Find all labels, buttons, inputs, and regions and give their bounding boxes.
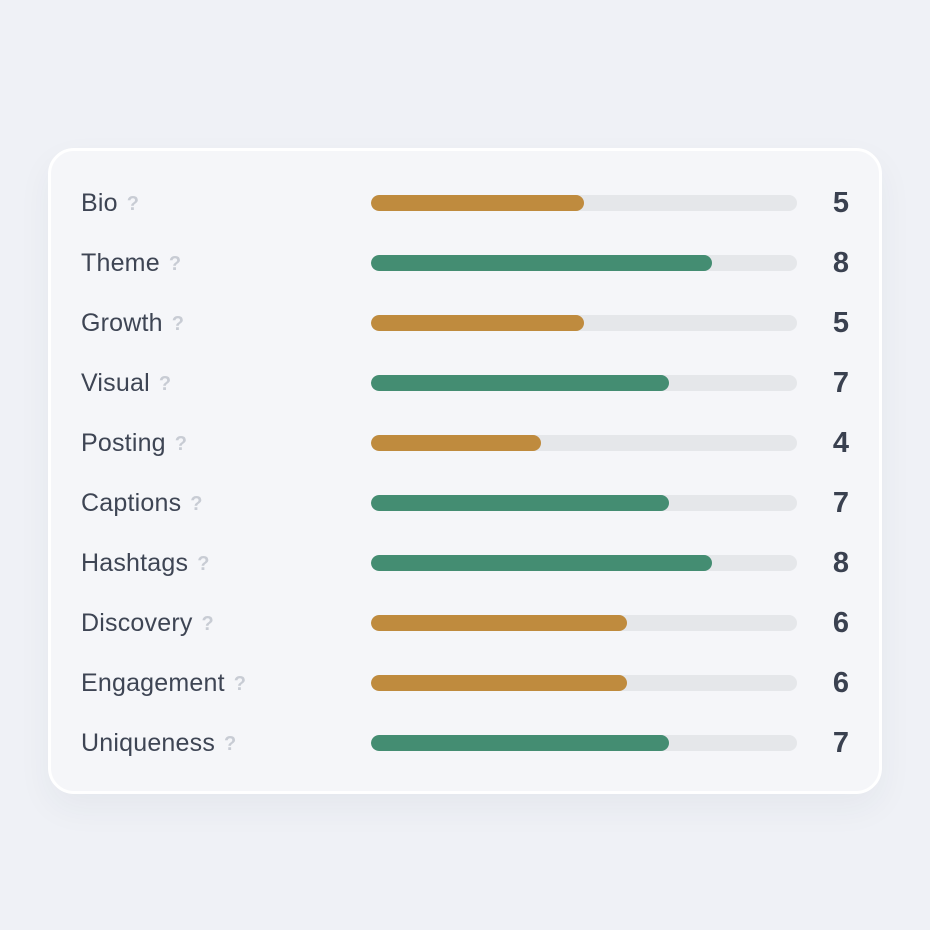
metric-label-cell: Discovery ? bbox=[81, 609, 371, 638]
score-bar-fill bbox=[371, 315, 584, 331]
metric-label: Hashtags bbox=[81, 548, 189, 577]
metric-label: Discovery bbox=[81, 608, 193, 637]
metric-row: Engagement ? 6 bbox=[81, 653, 849, 713]
score-bar-fill bbox=[371, 555, 712, 571]
metric-score: 6 bbox=[832, 666, 849, 699]
metric-row: Hashtags ? 8 bbox=[81, 533, 849, 593]
metric-label: Posting bbox=[81, 428, 166, 457]
metric-row: Uniqueness ? 7 bbox=[81, 713, 849, 773]
score-bar-track bbox=[371, 675, 797, 691]
help-icon[interactable]: ? bbox=[197, 553, 210, 575]
score-bar-fill bbox=[371, 615, 627, 631]
metric-label-cell: Captions ? bbox=[81, 489, 371, 518]
score-bar-track bbox=[371, 555, 797, 571]
metric-label: Uniqueness bbox=[81, 728, 216, 757]
metric-label: Captions bbox=[81, 488, 182, 517]
score-bar-track bbox=[371, 315, 797, 331]
metric-label-cell: Theme ? bbox=[81, 249, 371, 278]
metric-row: Discovery ? 6 bbox=[81, 593, 849, 653]
metric-label-cell: Bio ? bbox=[81, 189, 371, 218]
help-icon[interactable]: ? bbox=[158, 373, 172, 395]
metric-row: Growth ? 5 bbox=[81, 293, 849, 353]
metric-label-cell: Posting ? bbox=[81, 429, 371, 458]
score-bar-track bbox=[371, 495, 797, 511]
score-bar-fill bbox=[371, 735, 670, 751]
help-icon[interactable]: ? bbox=[201, 613, 214, 635]
score-card: Bio ? 5 Theme ? 8 bbox=[48, 148, 882, 794]
metric-label-cell: Hashtags ? bbox=[81, 549, 371, 578]
score-bar-track bbox=[371, 255, 797, 271]
metric-row: Theme ? 8 bbox=[81, 233, 849, 293]
metric-label: Growth bbox=[81, 308, 163, 337]
metric-score: 8 bbox=[832, 246, 849, 279]
metric-row: Visual ? 7 bbox=[81, 353, 849, 413]
metric-score: 6 bbox=[832, 606, 849, 639]
metric-label: Engagement bbox=[81, 668, 225, 697]
help-icon[interactable]: ? bbox=[171, 313, 184, 335]
score-bar-track bbox=[371, 735, 797, 751]
help-icon[interactable]: ? bbox=[224, 733, 237, 755]
metric-score: 7 bbox=[832, 486, 849, 519]
metric-label-cell: Visual ? bbox=[81, 369, 371, 398]
score-bar-track bbox=[371, 375, 797, 391]
score-bar-fill bbox=[371, 435, 542, 451]
metric-row: Captions ? 7 bbox=[81, 473, 849, 533]
metric-row: Posting ? 4 bbox=[81, 413, 849, 473]
score-bar-track bbox=[371, 195, 797, 211]
metric-score: 4 bbox=[832, 426, 849, 459]
help-icon[interactable]: ? bbox=[233, 673, 246, 695]
help-icon[interactable]: ? bbox=[168, 253, 182, 275]
metric-label-cell: Engagement ? bbox=[81, 669, 371, 698]
metric-score: 5 bbox=[832, 306, 849, 339]
metric-score: 5 bbox=[832, 186, 849, 219]
metric-score: 8 bbox=[832, 546, 849, 579]
score-bar-fill bbox=[371, 495, 670, 511]
metric-label-cell: Uniqueness ? bbox=[81, 729, 371, 758]
score-bar-track bbox=[371, 615, 797, 631]
metric-score: 7 bbox=[832, 726, 849, 759]
metric-label-cell: Growth ? bbox=[81, 309, 371, 338]
metric-label: Bio bbox=[81, 188, 118, 217]
score-bar-fill bbox=[371, 675, 627, 691]
help-icon[interactable]: ? bbox=[126, 193, 139, 215]
metric-row: Bio ? 5 bbox=[81, 173, 849, 233]
metric-score: 7 bbox=[832, 366, 849, 399]
score-bar-fill bbox=[371, 195, 584, 211]
score-bar-fill bbox=[371, 375, 670, 391]
score-bar-fill bbox=[371, 255, 712, 271]
help-icon[interactable]: ? bbox=[190, 493, 203, 515]
help-icon[interactable]: ? bbox=[174, 433, 188, 455]
score-bar-track bbox=[371, 435, 797, 451]
metric-label: Theme bbox=[81, 248, 160, 277]
metric-label: Visual bbox=[81, 368, 150, 397]
